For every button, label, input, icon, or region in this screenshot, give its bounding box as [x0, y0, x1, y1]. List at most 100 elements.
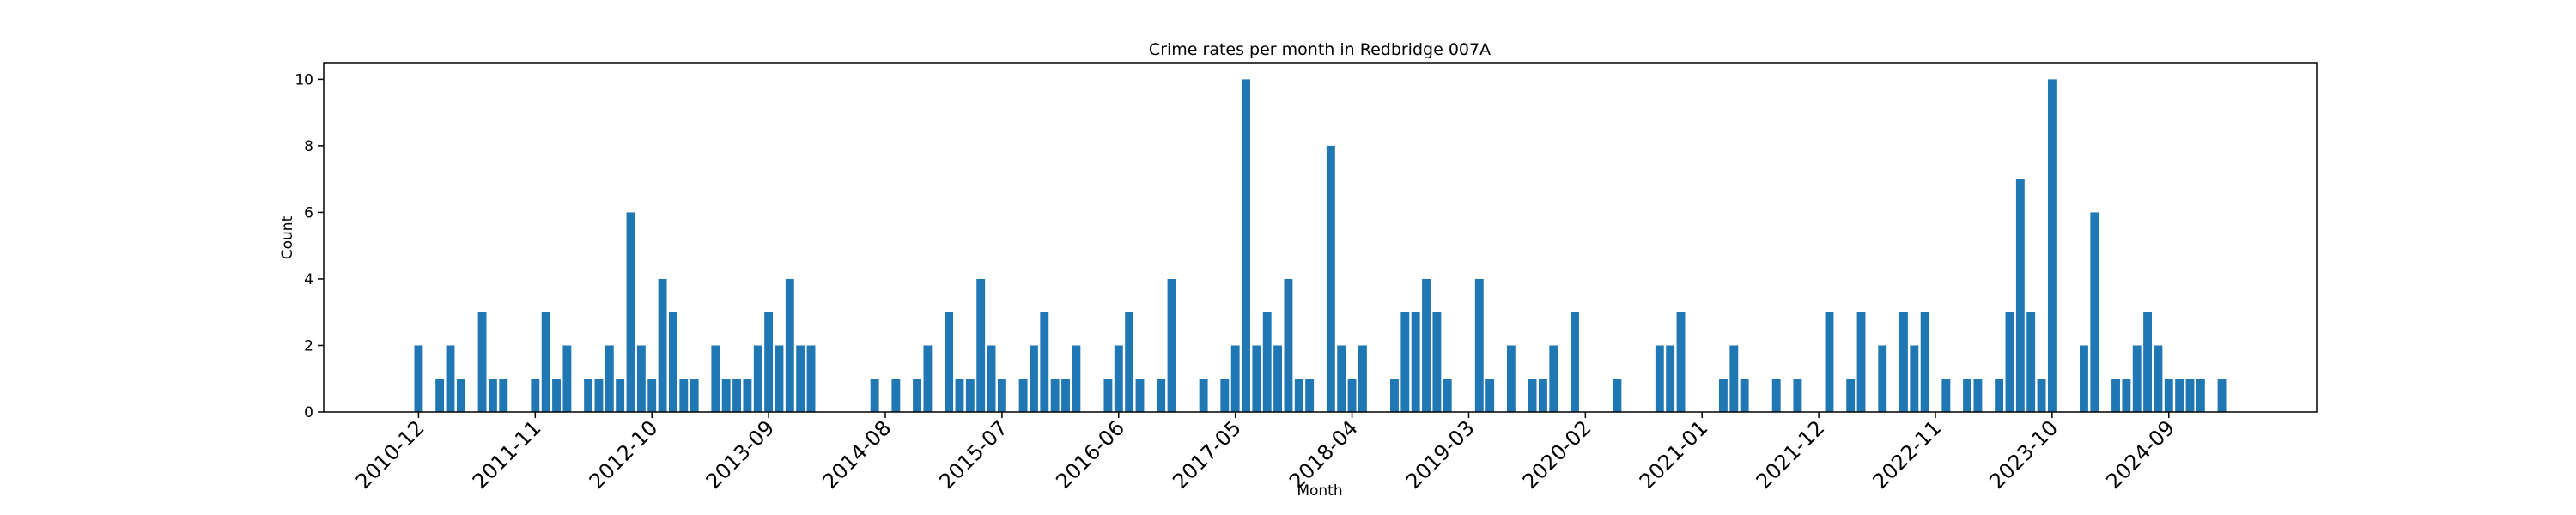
- x-axis-label: Month: [1297, 482, 1342, 500]
- bar: [594, 379, 604, 412]
- bar: [945, 312, 954, 412]
- bar: [446, 345, 455, 412]
- bar: [499, 379, 508, 412]
- bar: [796, 345, 805, 412]
- bar: [1432, 312, 1442, 412]
- x-tick-label: 2020-02: [1518, 415, 1596, 494]
- bar: [626, 212, 635, 412]
- x-tick-label: 2016-06: [1051, 415, 1129, 494]
- bar: [1506, 345, 1516, 412]
- bar: [1910, 345, 1919, 412]
- bar: [1899, 312, 1908, 412]
- bar: [2111, 379, 2120, 412]
- bar: [2217, 379, 2227, 412]
- bar: [1242, 79, 1250, 412]
- bar: [785, 278, 794, 412]
- bar: [456, 379, 465, 412]
- bar: [1358, 345, 1367, 412]
- bar: [1613, 379, 1622, 412]
- bar: [1262, 312, 1272, 412]
- bar: [721, 379, 731, 412]
- bar: [2026, 312, 2036, 412]
- bar: [2143, 312, 2153, 412]
- bar: [647, 379, 657, 412]
- bar: [1230, 345, 1240, 412]
- bar: [1920, 312, 1929, 412]
- bar: [1167, 278, 1176, 412]
- bar: [1061, 379, 1070, 412]
- bar: [488, 379, 497, 412]
- bar: [1252, 345, 1261, 412]
- bar: [891, 379, 901, 412]
- x-tick-label: 2024-09: [2101, 415, 2179, 494]
- bar: [541, 312, 550, 412]
- bar: [806, 345, 816, 412]
- bar: [1040, 312, 1049, 412]
- bar: [1571, 312, 1579, 412]
- bar: [2037, 379, 2046, 412]
- bar: [1995, 379, 2004, 412]
- bar: [1740, 379, 1749, 412]
- bar: [1856, 312, 1866, 412]
- y-tick-label: 8: [304, 138, 313, 155]
- bar: [1050, 379, 1060, 412]
- bar: [1305, 379, 1315, 412]
- bar: [1347, 379, 1357, 412]
- bar: [753, 345, 762, 412]
- x-tick-label: 2013-09: [702, 415, 780, 494]
- x-tick-label: 2021-12: [1752, 415, 1830, 494]
- y-axis-label: Count: [279, 215, 296, 259]
- bar: [2164, 379, 2173, 412]
- bar: [764, 312, 774, 412]
- y-tick-label: 2: [304, 337, 313, 354]
- bar: [1199, 379, 1208, 412]
- bar: [1294, 379, 1303, 412]
- bar: [2175, 379, 2184, 412]
- bar: [1220, 379, 1230, 412]
- bar: [1443, 379, 1452, 412]
- bar: [1135, 379, 1145, 412]
- bar: [584, 379, 593, 412]
- bar: [477, 312, 487, 412]
- bar: [2015, 179, 2025, 412]
- bar: [414, 345, 423, 412]
- x-tick-label: 2010-12: [351, 415, 429, 494]
- bar: [1941, 379, 1951, 412]
- y-tick-label: 0: [304, 404, 313, 421]
- bar: [997, 379, 1006, 412]
- bar: [690, 379, 699, 412]
- bar: [636, 345, 646, 412]
- bar: [1729, 345, 1739, 412]
- bar: [1793, 379, 1802, 412]
- bar: [1528, 379, 1537, 412]
- bar: [987, 345, 996, 412]
- bar: [775, 345, 784, 412]
- y-tick-label: 10: [295, 71, 313, 88]
- bar: [1273, 345, 1283, 412]
- bar: [2047, 79, 2057, 412]
- bar: [1422, 278, 1431, 412]
- x-tick-label: 2012-10: [585, 415, 663, 494]
- bar: [2185, 379, 2195, 412]
- bar: [1284, 278, 1293, 412]
- bar: [743, 379, 752, 412]
- bar: [1474, 278, 1484, 412]
- bar: [1125, 312, 1134, 412]
- bar: [976, 278, 986, 412]
- x-tick-label: 2022-11: [1868, 415, 1947, 494]
- bar: [531, 379, 540, 412]
- bar: [1485, 379, 1495, 412]
- bar: [870, 379, 879, 412]
- y-tick-label: 4: [304, 271, 313, 288]
- x-tick-label: 2023-10: [1984, 415, 2063, 494]
- bar: [658, 278, 667, 412]
- bar: [1973, 379, 1983, 412]
- bar: [1676, 312, 1686, 412]
- bar: [1072, 345, 1081, 412]
- bar: [955, 379, 964, 412]
- bar: [1655, 345, 1664, 412]
- x-tick-label: 2011-11: [468, 415, 546, 494]
- bar: [435, 379, 445, 412]
- chart-title: Crime rates per month in Redbridge 007A: [1149, 40, 1491, 59]
